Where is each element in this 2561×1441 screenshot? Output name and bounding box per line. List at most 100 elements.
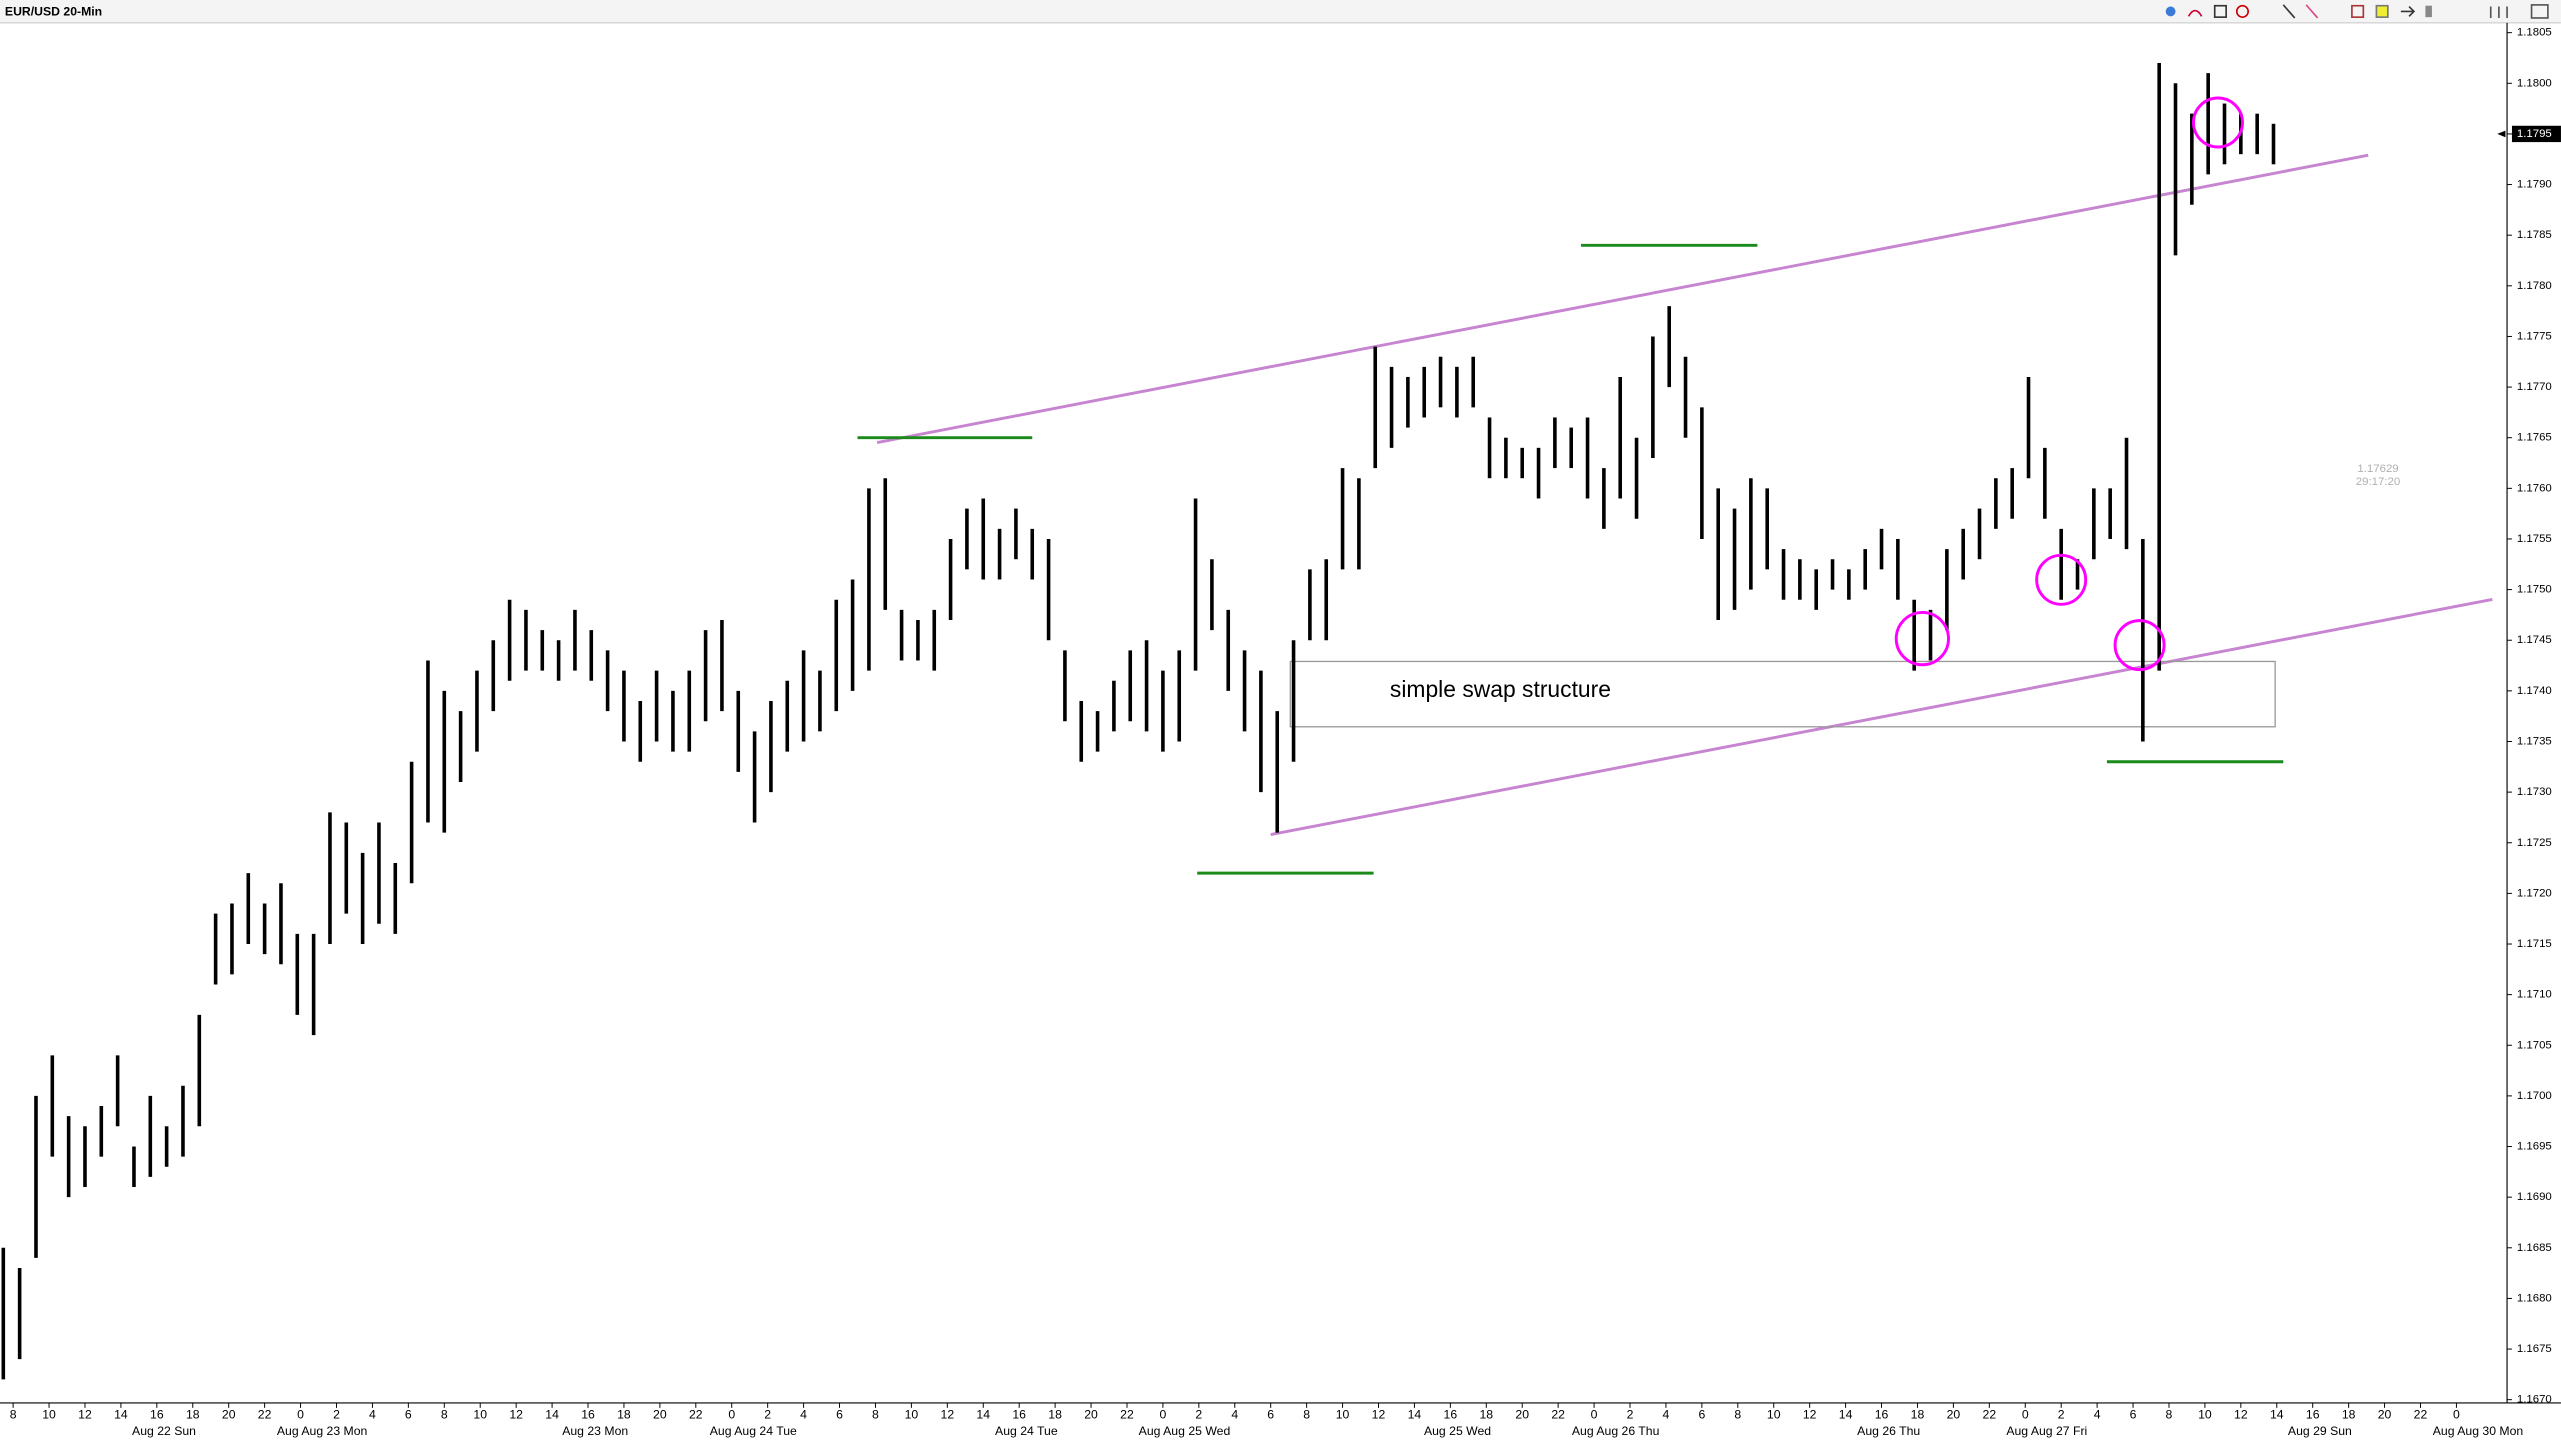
date-label: Aug 23 Mon — [562, 1424, 628, 1438]
y-tick-label: 1.1715 — [2517, 938, 2552, 950]
x-tick-label: 10 — [1767, 1407, 1781, 1421]
x-tick-label: 0 — [1591, 1407, 1598, 1421]
tool-icon[interactable] — [2375, 4, 2389, 18]
x-tick-label: 4 — [1663, 1407, 1670, 1421]
chart-title: EUR/USD 20-Min — [5, 4, 102, 18]
x-tick-label: 14 — [545, 1407, 559, 1421]
x-tick-label: 12 — [509, 1407, 523, 1421]
x-tick-label: 6 — [1698, 1407, 1705, 1421]
x-tick-label: 18 — [1048, 1407, 1062, 1421]
x-tick-label: 2 — [2058, 1407, 2065, 1421]
date-label: Aug 25 Wed — [1424, 1424, 1491, 1438]
tool-icon[interactable] — [2305, 4, 2319, 19]
y-tick-label: 1.1680 — [2517, 1292, 2552, 1304]
x-tick-label: 20 — [1515, 1407, 1529, 1421]
x-tick-label: 2 — [333, 1407, 340, 1421]
x-tick-label: 20 — [653, 1407, 667, 1421]
tool-icon[interactable] — [2425, 5, 2432, 18]
y-tick-label: 1.1770 — [2517, 381, 2552, 393]
tool-icon[interactable] — [2213, 4, 2227, 18]
x-tick-label: 0 — [297, 1407, 304, 1421]
x-tick-label: 6 — [1267, 1407, 1274, 1421]
date-label: Aug 29 Sun — [2288, 1424, 2352, 1438]
x-tick-label: 18 — [186, 1407, 200, 1421]
x-tick-label: 20 — [2378, 1407, 2392, 1421]
x-tick-label: 18 — [2342, 1407, 2356, 1421]
x-tick-label: 12 — [78, 1407, 92, 1421]
highlight-circle — [1894, 610, 1950, 667]
tool-icon[interactable] — [2165, 6, 2176, 17]
x-tick-label: 22 — [1983, 1407, 1997, 1421]
x-tick-label: 6 — [405, 1407, 412, 1421]
x-tick-label: 12 — [941, 1407, 955, 1421]
date-label: Aug 26 Thu — [1857, 1424, 1920, 1438]
tool-icon[interactable] — [2282, 4, 2296, 19]
x-tick-label: 8 — [2166, 1407, 2173, 1421]
toolbar[interactable] — [2165, 4, 2549, 19]
x-tick-label: 8 — [441, 1407, 448, 1421]
highlight-circle — [2113, 619, 2166, 672]
y-tick-label: 1.1735 — [2517, 736, 2552, 748]
x-tick-label: 16 — [1444, 1407, 1458, 1421]
y-tick-label: 1.1740 — [2517, 685, 2552, 697]
x-tick-label: 10 — [42, 1407, 56, 1421]
x-tick-label: 14 — [1839, 1407, 1853, 1421]
y-tick-label: 1.1670 — [2517, 1394, 2552, 1406]
y-tick-label: 1.1720 — [2517, 887, 2552, 899]
x-tick-label: 16 — [2306, 1407, 2320, 1421]
x-tick-label: 18 — [1911, 1407, 1925, 1421]
x-tick-label: 16 — [1875, 1407, 1889, 1421]
y-tick-label: 1.1805 — [2517, 27, 2552, 39]
date-label: Aug Aug 30 Mon — [2433, 1424, 2524, 1438]
top-bar — [0, 0, 2561, 23]
x-tick-label: 14 — [976, 1407, 990, 1421]
x-tick-label: 0 — [2022, 1407, 2029, 1421]
x-tick-label: 2 — [1195, 1407, 1202, 1421]
tool-icon[interactable] — [2187, 9, 2203, 17]
date-label: Aug Aug 27 Fri — [2006, 1424, 2087, 1438]
last-price-label: 1.1795 — [2517, 128, 2552, 140]
x-tick-label: 4 — [2094, 1407, 2101, 1421]
y-tick-label: 1.1775 — [2517, 330, 2552, 342]
x-tick-label: 16 — [150, 1407, 164, 1421]
x-tick-label: 12 — [2234, 1407, 2248, 1421]
x-tick-label: 16 — [581, 1407, 595, 1421]
x-tick-label: 10 — [905, 1407, 919, 1421]
x-tick-label: 10 — [473, 1407, 487, 1421]
tool-icon[interactable] — [2400, 5, 2416, 17]
x-tick-label: 4 — [1231, 1407, 1238, 1421]
y-tick-label: 1.1690 — [2517, 1191, 2552, 1203]
tool-icon[interactable] — [2235, 4, 2250, 18]
x-tick-label: 6 — [836, 1407, 843, 1421]
y-tick-label: 1.1785 — [2517, 229, 2552, 241]
x-tick-label: 16 — [1012, 1407, 1026, 1421]
x-tick-label: 18 — [1479, 1407, 1493, 1421]
x-tick-label: 20 — [1084, 1407, 1098, 1421]
x-tick-label: 10 — [1336, 1407, 1350, 1421]
tool-icon[interactable] — [2351, 4, 2365, 18]
y-tick-label: 1.1790 — [2517, 179, 2552, 191]
y-tick-label: 1.1765 — [2517, 432, 2552, 444]
tool-icon[interactable] — [2530, 4, 2549, 19]
y-tick-label: 1.1800 — [2517, 77, 2552, 89]
x-tick-label: 22 — [689, 1407, 703, 1421]
tool-icon[interactable] — [2489, 6, 2508, 18]
x-tick-label: 6 — [2130, 1407, 2137, 1421]
y-tick-label: 1.1695 — [2517, 1141, 2552, 1153]
x-tick-label: 2 — [1627, 1407, 1634, 1421]
x-tick-label: 2 — [764, 1407, 771, 1421]
annotation: simple swap structure — [1390, 676, 1611, 702]
y-tick-label: 1.1755 — [2517, 533, 2552, 545]
y-tick-label: 1.1725 — [2517, 837, 2552, 849]
x-tick-label: 4 — [800, 1407, 807, 1421]
x-tick-label: 20 — [222, 1407, 236, 1421]
x-tick-label: 0 — [728, 1407, 735, 1421]
y-tick-label: 1.1710 — [2517, 989, 2552, 1001]
trendline — [1270, 597, 2493, 837]
y-tick-label: 1.1685 — [2517, 1242, 2552, 1254]
y-tick-label: 1.1705 — [2517, 1039, 2552, 1051]
highlight-circle — [2192, 96, 2244, 149]
last-price-arrow — [2497, 130, 2506, 138]
